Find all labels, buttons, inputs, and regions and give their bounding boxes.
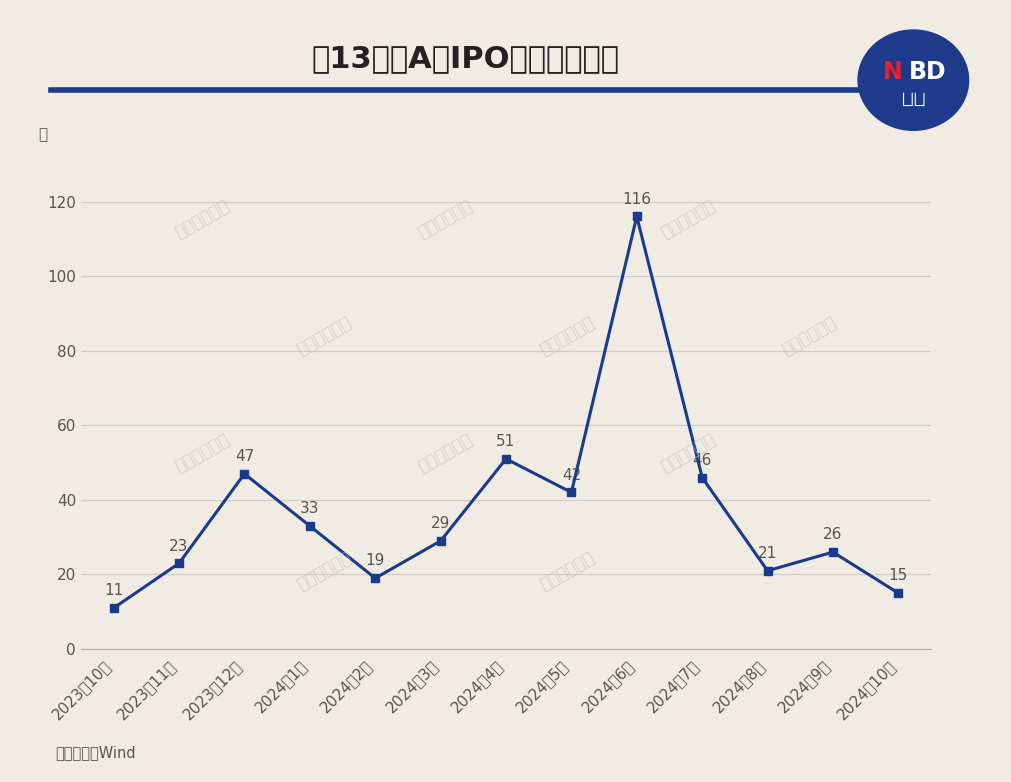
Text: 每日经济新闻: 每日经济新闻 (536, 548, 596, 594)
Text: 23: 23 (169, 539, 188, 554)
Text: 数据来源丨Wind: 数据来源丨Wind (56, 744, 136, 760)
Text: 47: 47 (235, 449, 254, 464)
Text: 每日经济新闻: 每日经济新闻 (293, 548, 354, 594)
Text: 近13个月A股IPO申报终止数量: 近13个月A股IPO申报终止数量 (311, 44, 619, 74)
Text: 每日经济新闻: 每日经济新闻 (415, 431, 475, 476)
Text: 19: 19 (365, 554, 384, 569)
Text: BD: BD (908, 60, 946, 84)
Text: 每日经济新闻: 每日经济新闻 (172, 196, 233, 242)
Text: N: N (883, 60, 902, 84)
Text: 11: 11 (104, 583, 123, 598)
Text: 33: 33 (300, 501, 319, 516)
Text: 51: 51 (495, 434, 516, 449)
Text: 21: 21 (757, 546, 776, 561)
Text: 26: 26 (823, 527, 842, 543)
Text: 116: 116 (622, 192, 651, 206)
Text: 家: 家 (38, 127, 48, 142)
Text: 每日经济新闻: 每日经济新闻 (293, 314, 354, 359)
Text: 每日经济新闻: 每日经济新闻 (172, 431, 233, 476)
Text: 每日经济新闻: 每日经济新闻 (657, 431, 718, 476)
Text: 29: 29 (431, 516, 450, 531)
Text: 每日经济新闻: 每日经济新闻 (778, 314, 839, 359)
Text: 每日经济新闻: 每日经济新闻 (415, 196, 475, 242)
Text: 42: 42 (561, 468, 580, 482)
Text: 每日经济新闻: 每日经济新闻 (536, 314, 596, 359)
Text: 15: 15 (888, 569, 907, 583)
Circle shape (857, 30, 968, 131)
Text: 每日经济新闻: 每日经济新闻 (657, 196, 718, 242)
Text: 46: 46 (692, 453, 711, 468)
Text: 数据: 数据 (901, 88, 924, 106)
